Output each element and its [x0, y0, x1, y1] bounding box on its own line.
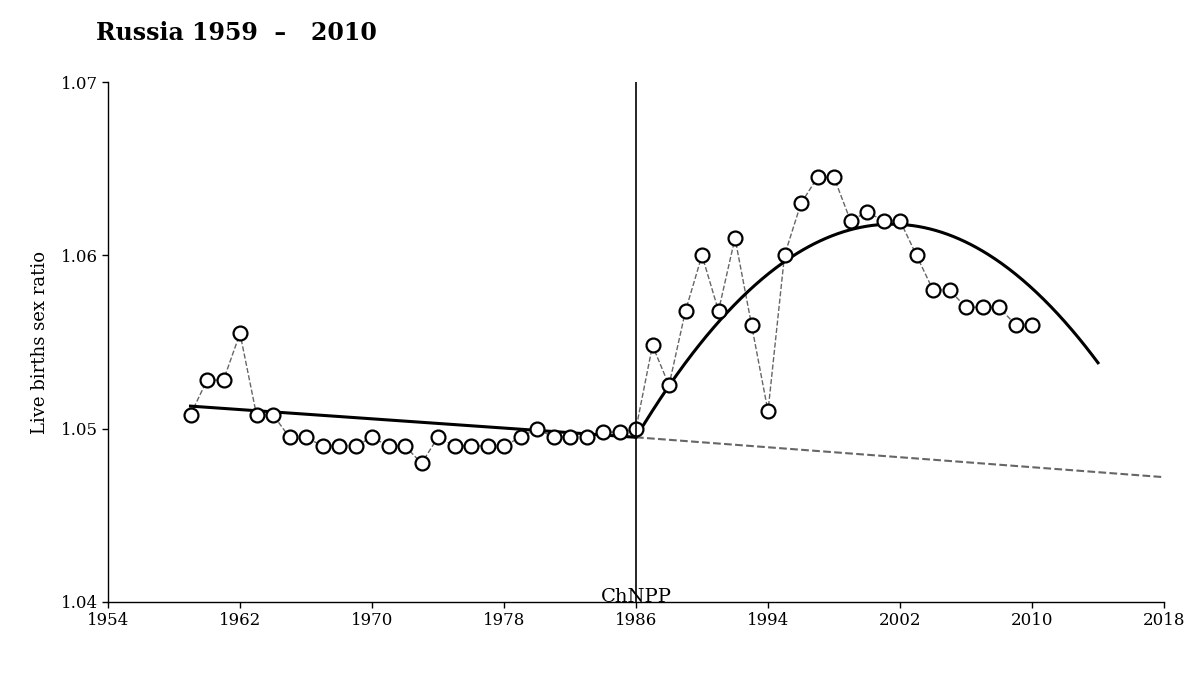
Point — [577, 432, 596, 443]
Point — [494, 440, 514, 451]
Point — [626, 423, 646, 434]
Point — [857, 207, 876, 218]
Point — [709, 305, 728, 316]
Point — [1022, 319, 1042, 330]
Point — [296, 432, 316, 443]
Point — [956, 302, 976, 313]
Point — [214, 375, 233, 386]
Point — [528, 423, 547, 434]
Text: Russia 1959  –   2010: Russia 1959 – 2010 — [96, 21, 377, 44]
Point — [808, 172, 827, 183]
Point — [824, 172, 844, 183]
Point — [874, 215, 893, 226]
Point — [346, 440, 365, 451]
Point — [660, 380, 679, 391]
Point — [412, 458, 431, 469]
Point — [247, 409, 266, 420]
Point — [181, 409, 200, 420]
Point — [775, 250, 794, 261]
Point — [511, 432, 530, 443]
Point — [924, 285, 943, 295]
Point — [560, 432, 580, 443]
Point — [973, 302, 992, 313]
Point — [758, 406, 778, 417]
Point — [742, 319, 761, 330]
Point — [725, 233, 744, 244]
Point — [230, 328, 250, 339]
Point — [329, 440, 349, 451]
Point — [841, 215, 860, 226]
Point — [313, 440, 332, 451]
Point — [396, 440, 415, 451]
Point — [544, 432, 563, 443]
Point — [461, 440, 480, 451]
Point — [197, 375, 217, 386]
Point — [264, 409, 283, 420]
Y-axis label: Live births sex ratio: Live births sex ratio — [31, 250, 49, 434]
Point — [280, 432, 299, 443]
Point — [594, 427, 613, 438]
Point — [940, 285, 959, 295]
Text: ChNPP: ChNPP — [600, 588, 672, 606]
Point — [890, 215, 910, 226]
Point — [610, 427, 629, 438]
Point — [362, 432, 382, 443]
Point — [676, 305, 695, 316]
Point — [907, 250, 926, 261]
Point — [989, 302, 1008, 313]
Point — [792, 198, 811, 209]
Point — [428, 432, 448, 443]
Point — [478, 440, 497, 451]
Point — [643, 340, 662, 351]
Point — [692, 250, 712, 261]
Point — [1006, 319, 1025, 330]
Point — [379, 440, 398, 451]
Point — [445, 440, 464, 451]
